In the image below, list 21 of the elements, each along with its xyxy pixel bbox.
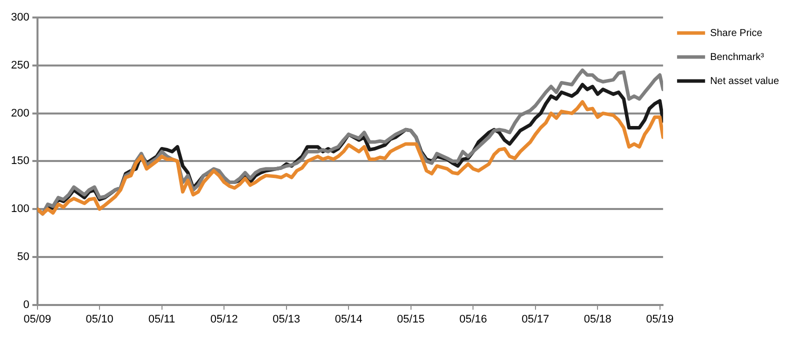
- y-tick-label: 250: [10, 60, 30, 72]
- x-tick-label: 05/19: [646, 313, 674, 326]
- legend-label: Benchmark³: [710, 52, 765, 63]
- legend-label: Net asset value: [710, 76, 780, 87]
- x-tick-label: 05/14: [334, 313, 362, 326]
- y-tick-label: 150: [10, 155, 30, 168]
- x-tick-label: 05/13: [272, 313, 300, 326]
- y-tick-label: 300: [10, 12, 30, 24]
- x-tick-label: 05/16: [459, 313, 487, 326]
- x-tick-label: 05/09: [24, 313, 52, 326]
- x-tick-label: 05/11: [148, 313, 176, 326]
- y-tick-label: 0: [23, 298, 30, 311]
- x-tick-label: 05/12: [210, 313, 238, 326]
- y-tick-label: 200: [10, 107, 30, 120]
- legend-label: Share Price: [710, 28, 763, 39]
- x-tick-label: 05/17: [522, 313, 550, 326]
- x-tick-label: 05/10: [86, 313, 114, 326]
- y-tick-label: 100: [10, 203, 30, 216]
- y-tick-label: 50: [17, 250, 30, 263]
- x-tick-label: 05/15: [397, 313, 425, 326]
- x-tick-label: 05/18: [584, 313, 612, 326]
